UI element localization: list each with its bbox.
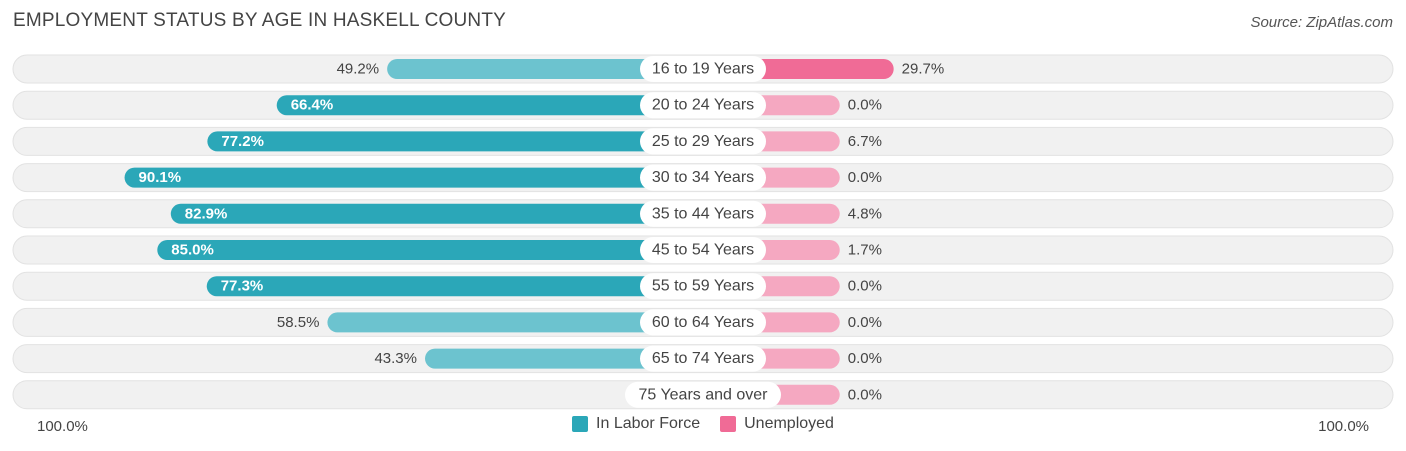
category-label: 65 to 74 Years — [652, 350, 754, 367]
category-label-background — [640, 273, 766, 300]
unemployed-value-label: 0.0% — [848, 97, 882, 114]
category-label-background — [640, 200, 766, 227]
category-label-background — [640, 56, 766, 82]
category-label-background — [640, 309, 766, 336]
category-label: 25 to 29 Years — [652, 133, 754, 150]
labor-force-bar — [387, 59, 703, 79]
labor-force-bar — [157, 240, 704, 260]
category-label: 45 to 54 Years — [652, 242, 754, 259]
unemployed-value-label: 0.0% — [848, 350, 882, 367]
labor-force-bar — [124, 167, 704, 188]
category-label-background — [625, 381, 781, 408]
unemployed-value-label: 0.0% — [848, 278, 882, 295]
labor-force-bar — [206, 276, 703, 297]
labor-force-bar — [207, 131, 703, 152]
labor-force-bar — [425, 348, 703, 369]
labor-force-value-label: 77.3% — [221, 278, 264, 295]
category-label-background — [640, 237, 766, 263]
labor-force-value-label: 77.2% — [221, 133, 264, 150]
legend-item-unemployed: Unemployed — [720, 415, 834, 433]
legend-label-unemployed: Unemployed — [744, 415, 834, 432]
category-label-background — [640, 164, 766, 191]
legend-label-labor: In Labor Force — [596, 415, 701, 432]
legend-swatch-labor — [572, 416, 589, 432]
legend-item-labor: In Labor Force — [572, 415, 700, 433]
category-label-background — [640, 345, 766, 372]
labor-force-value-label: 43.3% — [374, 350, 417, 367]
labor-force-value-label: 90.1% — [139, 169, 182, 186]
unemployed-value-label: 29.7% — [902, 61, 945, 78]
category-label: 20 to 24 Years — [652, 97, 754, 114]
legend: In Labor Force Unemployed — [0, 415, 1406, 433]
unemployed-value-label: 4.8% — [848, 205, 882, 222]
category-label: 60 to 64 Years — [652, 314, 754, 331]
labor-force-value-label: 58.5% — [277, 314, 320, 331]
category-label: 30 to 34 Years — [652, 169, 754, 186]
category-label-background — [640, 92, 766, 119]
axis-left-label: 100.0% — [37, 418, 88, 435]
axis-right-label: 100.0% — [1318, 418, 1369, 435]
category-label: 16 to 19 Years — [652, 61, 754, 78]
labor-force-value-label: 49.2% — [337, 61, 380, 78]
unemployed-value-label: 0.0% — [848, 314, 882, 331]
source-credit: Source: ZipAtlas.com — [1250, 14, 1393, 31]
unemployed-value-label: 6.7% — [848, 133, 882, 150]
labor-force-value-label: 82.9% — [185, 205, 228, 222]
labor-force-bar — [327, 312, 703, 333]
category-label: 55 to 59 Years — [652, 278, 754, 295]
unemployed-value-label: 1.7% — [848, 242, 882, 259]
unemployed-value-label: 0.0% — [848, 386, 882, 403]
unemployed-value-label: 0.0% — [848, 169, 882, 186]
labor-force-bar — [170, 203, 704, 224]
legend-swatch-unemployed — [720, 416, 737, 432]
category-label: 75 Years and over — [639, 386, 769, 403]
category-label: 35 to 44 Years — [652, 205, 754, 222]
labor-force-value-label: 66.4% — [291, 97, 334, 114]
labor-force-value-label: 85.0% — [171, 242, 214, 259]
category-label-background — [640, 128, 766, 155]
labor-force-bar — [276, 95, 703, 116]
chart-title: EMPLOYMENT STATUS BY AGE IN HASKELL COUN… — [13, 10, 507, 31]
